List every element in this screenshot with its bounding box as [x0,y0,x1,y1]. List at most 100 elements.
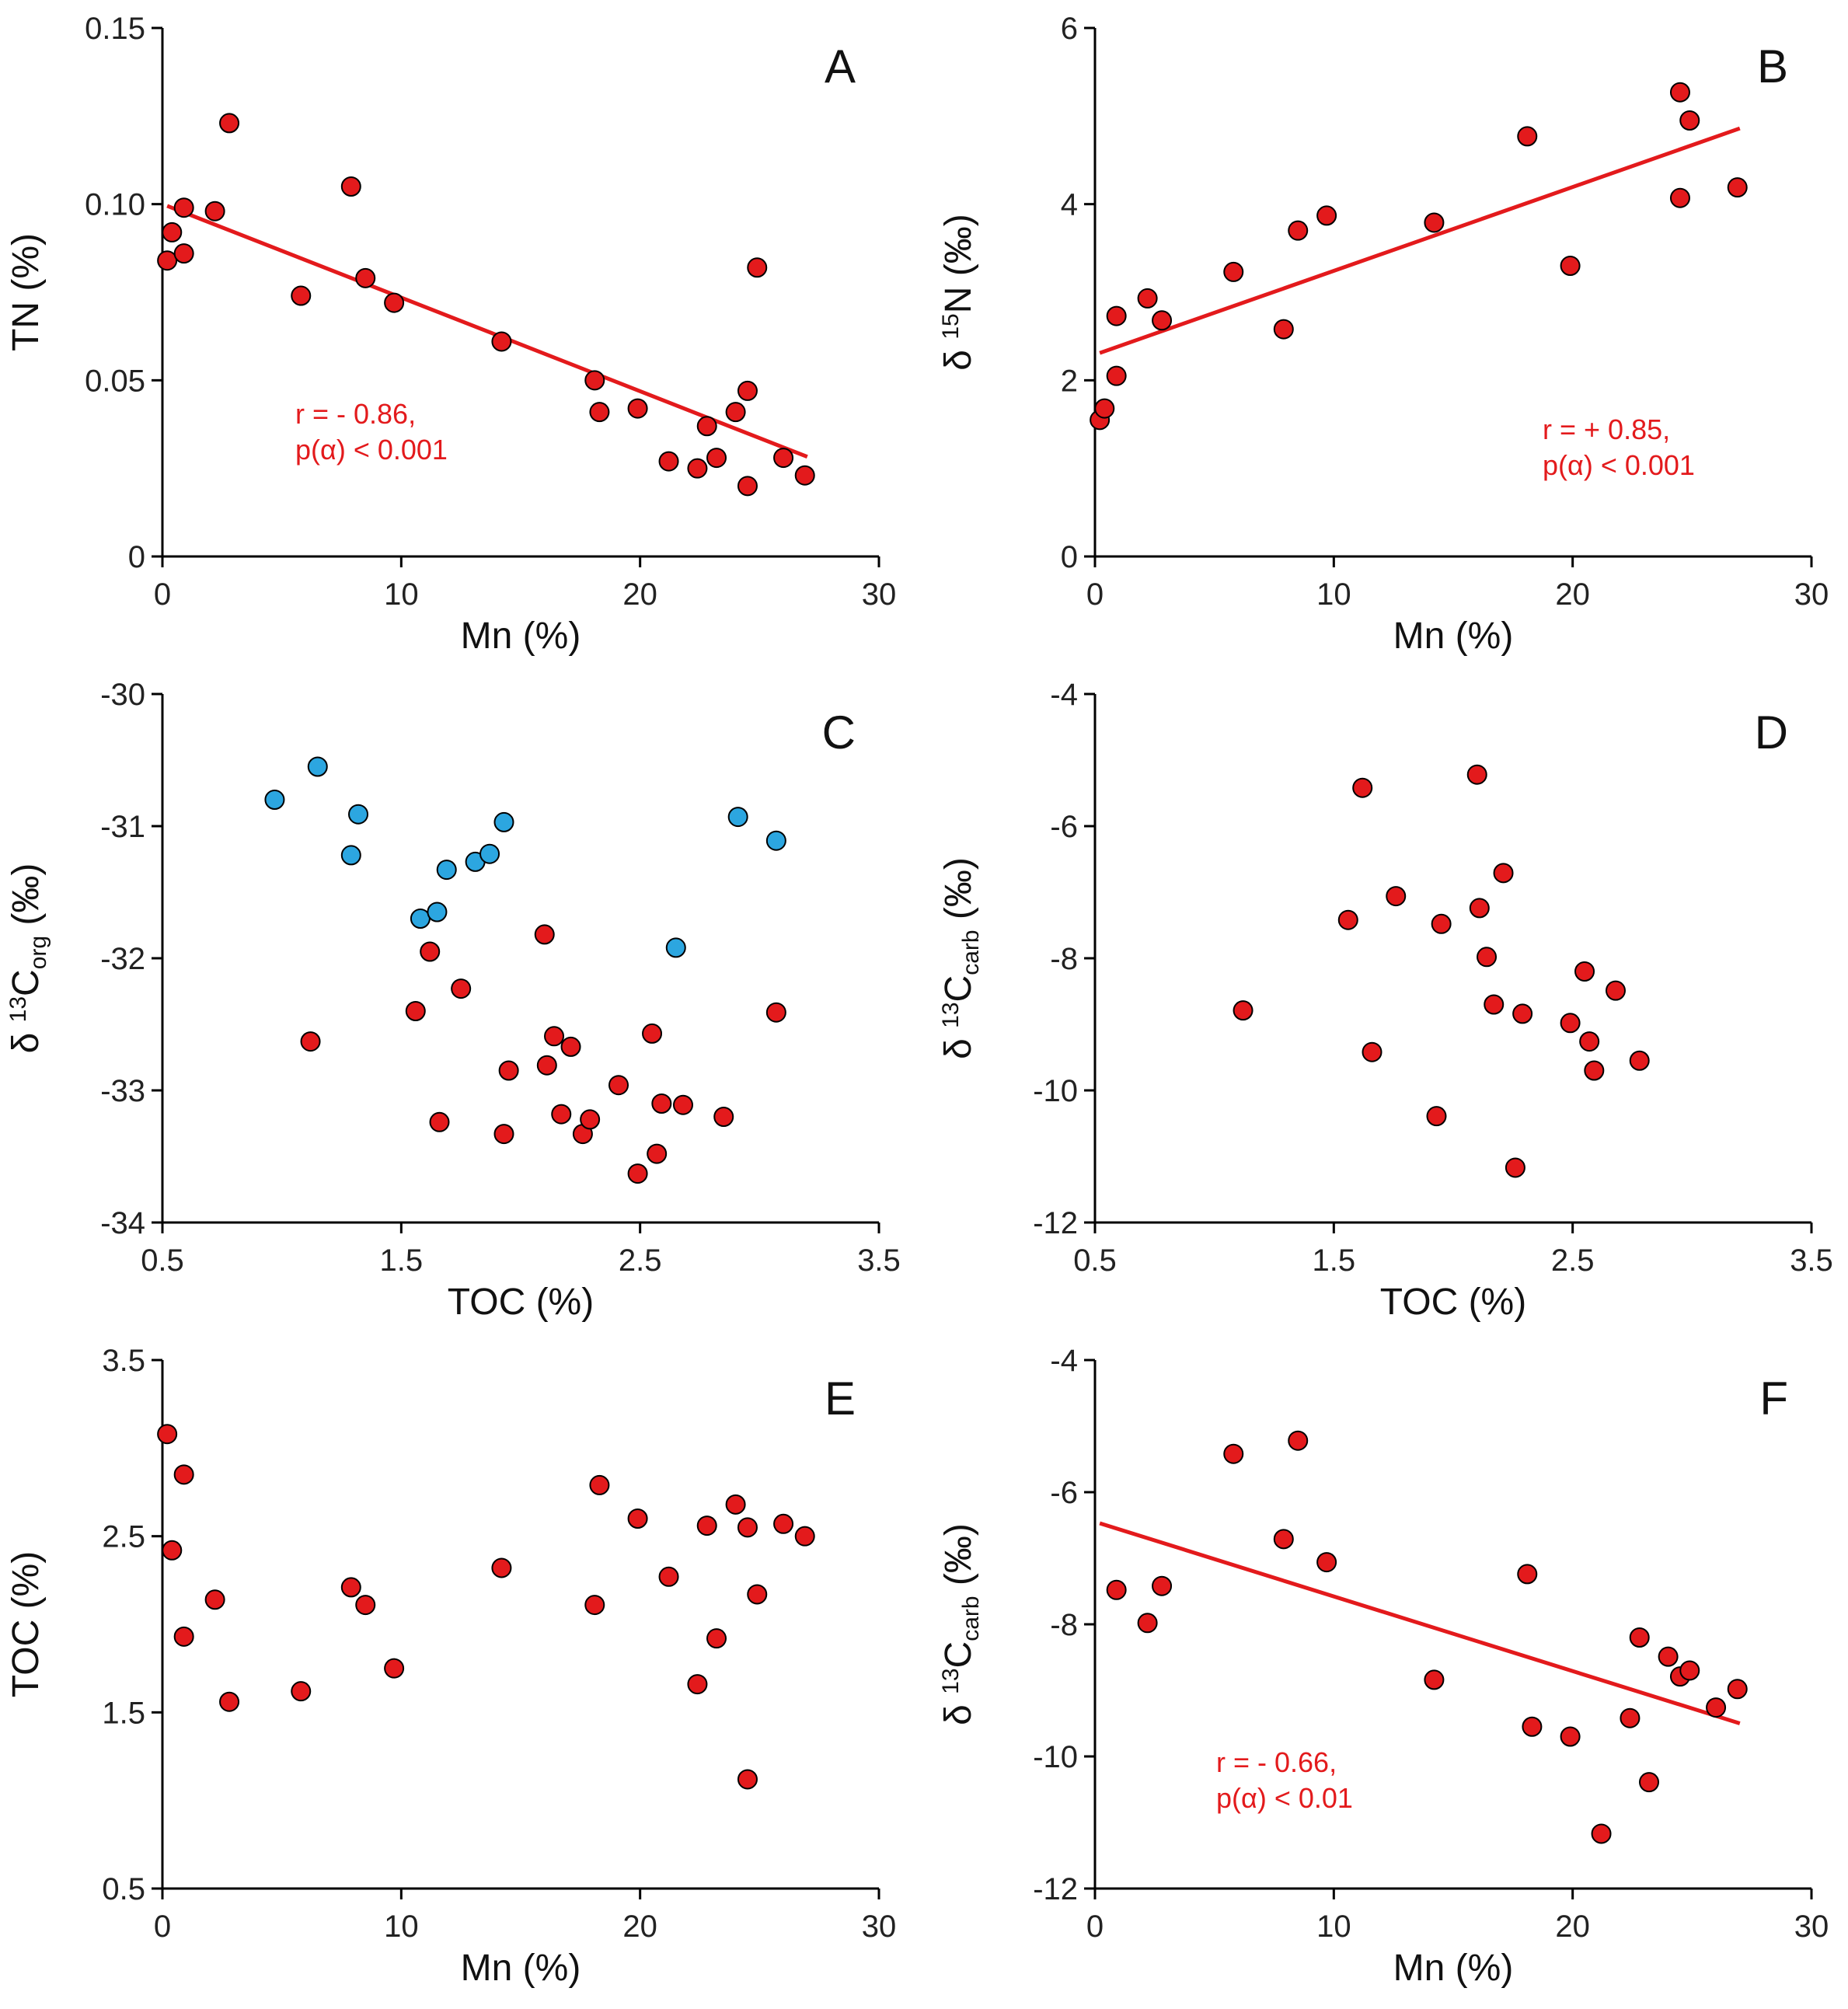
x-tick-label: 20 [1555,1910,1590,1944]
x-tick-label: 10 [384,1910,419,1944]
x-axis-title: Mn (%) [461,616,581,657]
y-tick-label: 4 [1061,188,1078,222]
data-point [340,1577,361,1598]
data-point [696,416,717,437]
y-axis-title-part: 15 [938,313,964,339]
y-axis-title-part: N (‰) [938,214,979,313]
data-point [219,1691,240,1712]
data-point [493,1124,514,1145]
x-tick-label: 20 [622,577,657,612]
data-point [491,1557,512,1578]
y-axis-title: δ 13Ccarb (‰) [938,1523,984,1725]
correlation-annotation: p(α) < 0.001 [295,434,448,466]
data-point [1316,205,1337,226]
data-point [1512,1003,1533,1024]
data-point [173,1626,194,1647]
data-point [1620,1707,1641,1728]
data-point [1288,220,1309,241]
data-point [355,267,376,288]
panel-letter: C [822,706,856,759]
data-point [204,1589,225,1610]
data-point [696,1515,717,1536]
y-axis-title: δ 13Ccarb (‰) [938,857,984,1059]
data-point [1560,1013,1581,1034]
y-tick-label: -6 [1050,1476,1078,1510]
data-point [1629,1627,1650,1648]
y-tick-label: -8 [1050,942,1078,976]
data-point [355,1595,376,1616]
panel-c-axes [161,694,879,1224]
data-point [1469,898,1490,919]
x-tick-label: 20 [1555,577,1590,612]
y-tick-label: 0.10 [85,188,145,222]
data-point [420,941,441,962]
data-point [672,1094,693,1115]
y-tick-label: 0 [1061,540,1078,574]
y-tick-label: -33 [100,1074,145,1108]
data-point [544,1026,565,1047]
x-tick-label: 1.5 [380,1243,424,1278]
y-axis-title-part: TN (%) [5,233,47,351]
y-tick-label: -34 [100,1206,145,1240]
data-point [204,201,225,221]
data-point [479,843,500,864]
data-point [1591,1823,1612,1844]
data-point [307,756,328,777]
x-tick-label: 0 [1086,577,1104,612]
data-point [642,1023,663,1044]
data-point [687,1674,708,1695]
data-point [157,1424,178,1445]
data-point [794,1526,815,1547]
data-point [647,1143,668,1164]
data-point [727,807,748,828]
data-point [1560,256,1581,276]
data-point [589,1474,610,1495]
data-point [1137,288,1158,309]
data-point [725,402,746,423]
data-point [1152,1575,1173,1596]
data-point [536,1055,557,1076]
data-point [162,1540,183,1561]
data-point [1706,1697,1727,1718]
data-point [1288,1430,1309,1451]
y-axis-title-part: C [938,975,979,1003]
panel-f-axes [1093,1360,1811,1890]
data-point [1362,1041,1383,1062]
x-axis-title: Mn (%) [461,1948,581,1989]
panel-letter: A [825,40,856,92]
y-axis-title-part: TOC (%) [5,1551,47,1697]
x-tick-label: 10 [1316,577,1351,612]
data-point [627,1508,648,1529]
correlation-annotation: p(α) < 0.01 [1216,1782,1353,1814]
data-point [427,902,448,923]
data-point [1426,1106,1447,1127]
data-point [560,1036,581,1057]
panel-b: 0 10 20 30 0 2 4 6 Mn (%) δ 15N (‰) Br = + 0.85, p(… [938,12,1829,657]
data-point [1679,110,1700,131]
y-tick-label: 6 [1061,12,1078,46]
data-point [713,1107,734,1127]
data-point [794,465,815,486]
data-point [340,176,361,197]
y-axis-title-part: δ [938,340,979,371]
y-tick-label: 2.5 [102,1520,145,1554]
y-axis-title-part: 13 [5,996,31,1022]
panel-letter: E [825,1372,856,1425]
y-axis-title: TN (%) [5,233,47,351]
x-tick-label: 3.5 [857,1243,901,1278]
regression-line [1099,126,1741,355]
data-point [410,909,431,929]
data-point [584,1595,605,1616]
data-point [173,243,194,264]
data-point [1727,177,1748,198]
data-point [737,476,758,497]
data-point [651,1093,672,1114]
data-point [157,250,178,271]
data-point [608,1075,629,1096]
panel-f: 0 10 20 30 -12 -10 -8 -6 -4 Mn (%) δ 13Ccarb (‰) Fr… [938,1344,1829,1989]
y-tick-label: -10 [1033,1074,1078,1108]
panel-e: 0 10 20 30 0.5 1.5 2.5 3.5 Mn (%) TOC (%) E [5,1344,896,1989]
data-point [291,1681,312,1702]
data-point [747,1584,768,1605]
data-point [1233,1000,1254,1021]
